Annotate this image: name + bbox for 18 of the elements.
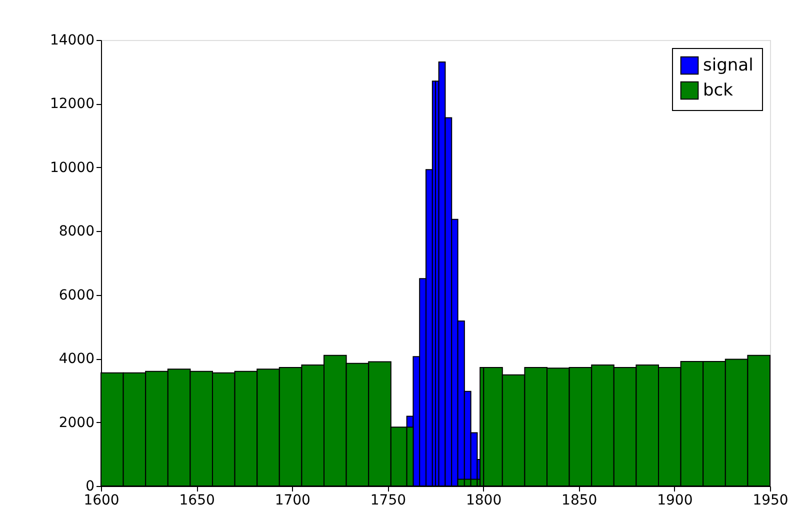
x-tick-label: 1800 xyxy=(466,492,502,508)
legend-label: signal xyxy=(703,56,754,76)
y-tick-label: 0 xyxy=(86,478,94,494)
x-tick-label: 1650 xyxy=(179,492,215,508)
y-tick-label: 14000 xyxy=(50,32,94,48)
x-tick-label: 1600 xyxy=(84,492,120,508)
x-tick-label: 1700 xyxy=(274,492,310,508)
x-tick-label: 1900 xyxy=(657,492,693,508)
legend-label: bck xyxy=(703,80,734,100)
x-tick-label: 1850 xyxy=(562,492,598,508)
y-tick-label: 2000 xyxy=(58,414,94,431)
x-tick-label: 1950 xyxy=(752,492,788,508)
y-tick-label: 4000 xyxy=(58,351,94,368)
x-tick-label: 1750 xyxy=(370,492,406,508)
y-tick-label: 8000 xyxy=(58,224,94,240)
y-tick-label: 6000 xyxy=(58,287,94,304)
y-tick-label: 12000 xyxy=(50,96,94,112)
y-tick-label: 10000 xyxy=(50,160,94,176)
